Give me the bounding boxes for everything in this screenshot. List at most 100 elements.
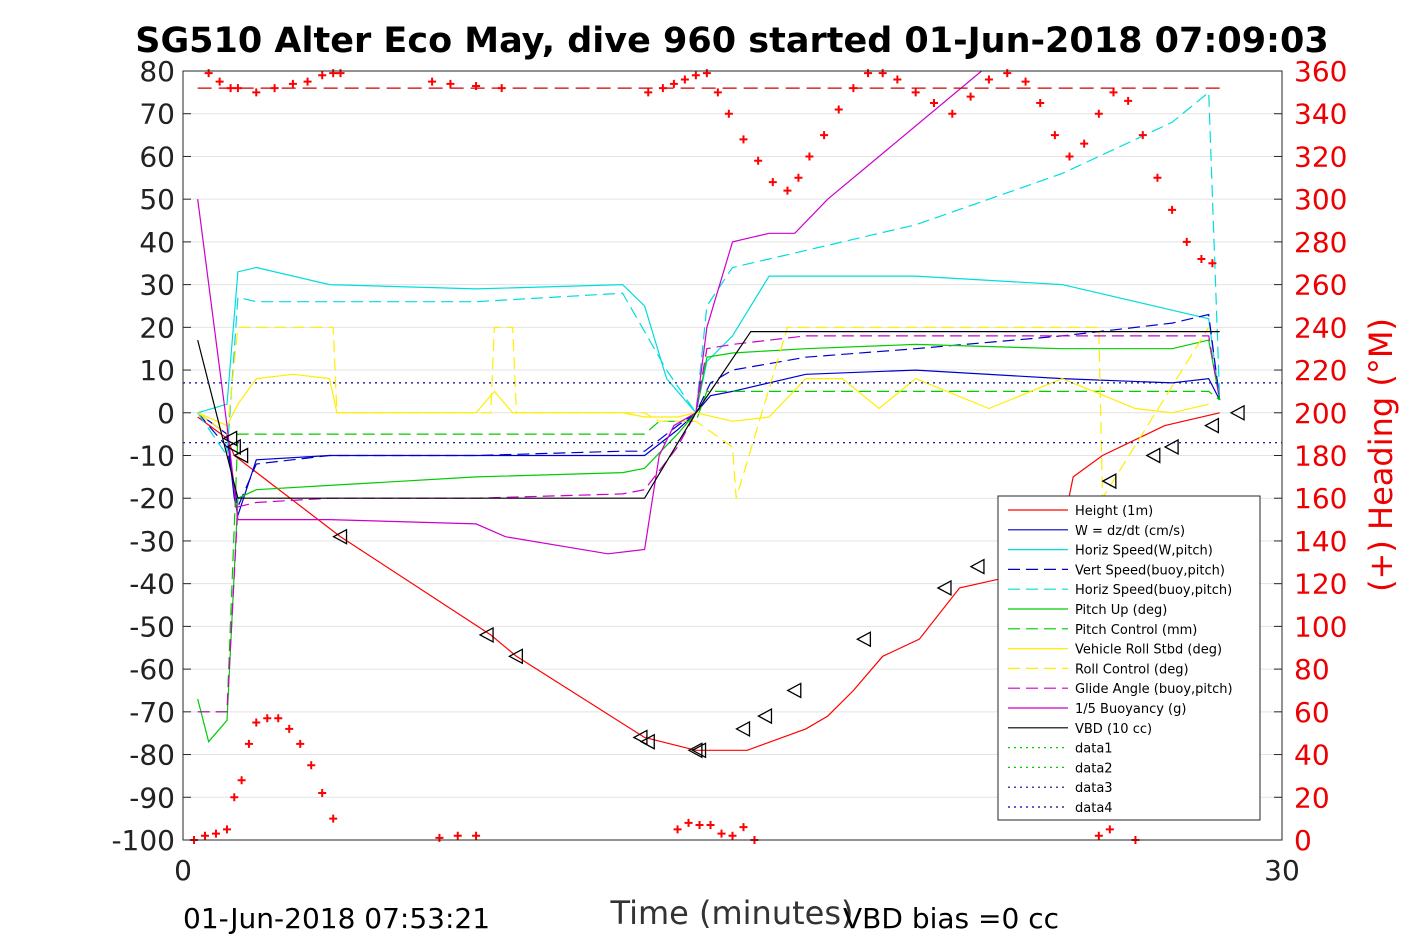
heading-point: [864, 69, 873, 78]
series-layer: [183, 70, 1282, 751]
y-right-tick-label: 300: [1294, 183, 1347, 216]
y-axis-right-label: (+) Heading (°M): [1362, 318, 1400, 592]
heading-point: [428, 77, 437, 86]
series-line-2: [197, 266, 1221, 415]
y-right-tick-label: 0: [1294, 824, 1312, 857]
heading-point: [230, 793, 239, 802]
triangle-marker: [222, 430, 238, 447]
heading-point: [1138, 131, 1147, 140]
heading-point: [834, 105, 843, 114]
series-line-4: [197, 91, 1221, 458]
heading-point: [263, 714, 272, 723]
legend-label: W = dz/dt (cm/s): [1075, 524, 1185, 539]
y-tick-label: -30: [129, 525, 175, 558]
chart-title: SG510 Alter Eco May, dive 960 started 01…: [135, 21, 1329, 61]
heading-point: [849, 84, 858, 93]
heading-point: [252, 88, 261, 97]
heading-point: [717, 829, 726, 838]
heading-point: [497, 84, 506, 93]
triangle-marker: [856, 631, 872, 648]
y-right-tick-label: 120: [1294, 568, 1347, 601]
heading-point: [1124, 96, 1133, 105]
triangle-marker: [233, 447, 249, 464]
y-right-tick-label: 340: [1294, 98, 1347, 131]
heading-point: [318, 71, 327, 80]
legend-label: 1/5 Buoyancy (g): [1075, 702, 1186, 717]
heading-point: [1168, 205, 1177, 214]
y-right-tick-label: 240: [1294, 311, 1347, 344]
heading-point: [1021, 77, 1030, 86]
y-right-tick-label: 180: [1294, 440, 1347, 473]
y-tick-label: 10: [139, 354, 175, 387]
legend-label: Roll Control (deg): [1075, 662, 1189, 677]
y-tick-label: -80: [129, 739, 175, 772]
x-tick-label: 0: [174, 854, 192, 887]
legend: Height (1m) W = dz/dt (cm/s) Horiz Speed(W…: [997, 495, 1261, 821]
footer-vbd-bias: VBD bias =0 cc: [843, 902, 1059, 935]
triangle-marker: [507, 648, 524, 665]
y-tick-label: 60: [139, 140, 175, 173]
heading-point: [1003, 69, 1012, 78]
y-right-tick-label: 40: [1294, 739, 1330, 772]
heading-point: [1105, 825, 1114, 834]
y-tick-label: -70: [129, 696, 175, 729]
heading-point: [472, 81, 481, 90]
legend-label: Vert Speed(buoy,pitch): [1075, 563, 1225, 578]
heading-point: [680, 75, 689, 84]
y-tick-label: 80: [139, 55, 175, 88]
heading-point: [783, 186, 792, 195]
heading-layer: [189, 69, 1220, 844]
series-line-10: [197, 70, 982, 555]
triangle-marker: [735, 720, 751, 738]
y-tick-label: -50: [129, 610, 175, 643]
heading-point: [658, 84, 667, 93]
heading-point: [435, 833, 444, 842]
triangle-marker: [757, 708, 773, 725]
triangle-marker: [478, 626, 494, 644]
heading-point: [644, 88, 653, 97]
triangle-marker: [1204, 417, 1220, 434]
legend-label: data4: [1075, 801, 1113, 816]
series-line-7: [197, 373, 1209, 427]
legend-label: Height (1m): [1075, 504, 1153, 519]
triangle-marker: [332, 528, 348, 545]
y-tick-label: 30: [139, 269, 175, 302]
heading-point: [215, 77, 224, 86]
legend-label: Pitch Control (mm): [1075, 623, 1197, 638]
y-right-tick-label: 320: [1294, 140, 1347, 173]
series-line-11: [197, 331, 1220, 499]
heading-point: [691, 71, 700, 80]
series-line-0: [197, 412, 1220, 751]
heading-point: [237, 776, 246, 785]
heading-point: [453, 831, 462, 840]
heading-point: [911, 88, 920, 97]
legend-label: Horiz Speed(W,pitch): [1075, 544, 1213, 559]
triangle-marker: [1101, 473, 1117, 490]
y-right-tick-label: 20: [1294, 781, 1330, 814]
heading-point: [1109, 88, 1118, 97]
heading-point: [754, 156, 763, 165]
y-right-tick-label: 280: [1294, 226, 1347, 259]
heading-point: [794, 173, 803, 182]
y-tick-label: -90: [129, 781, 175, 814]
heading-point: [1036, 99, 1045, 108]
triangle-marker: [632, 729, 648, 746]
x-tick-label: 30: [1264, 854, 1300, 887]
y-tick-label: -20: [129, 482, 175, 515]
heading-point: [446, 79, 455, 88]
legend-label: data2: [1075, 761, 1113, 776]
heading-point: [669, 79, 678, 88]
heading-point: [1182, 237, 1191, 246]
x-axis-ticks: 0 30: [174, 832, 1300, 887]
series-line-6: [197, 390, 1221, 713]
heading-point: [739, 823, 748, 832]
triangle-marker: [786, 682, 802, 699]
heading-point: [724, 109, 733, 118]
heading-point: [296, 739, 305, 748]
triangle-marker: [936, 579, 952, 597]
heading-point: [966, 92, 975, 101]
heading-point: [1094, 831, 1103, 840]
y-right-tick-label: 360: [1294, 55, 1347, 88]
x-axis-label: Time (minutes): [610, 894, 854, 932]
y-right-tick-label: 80: [1294, 653, 1330, 686]
